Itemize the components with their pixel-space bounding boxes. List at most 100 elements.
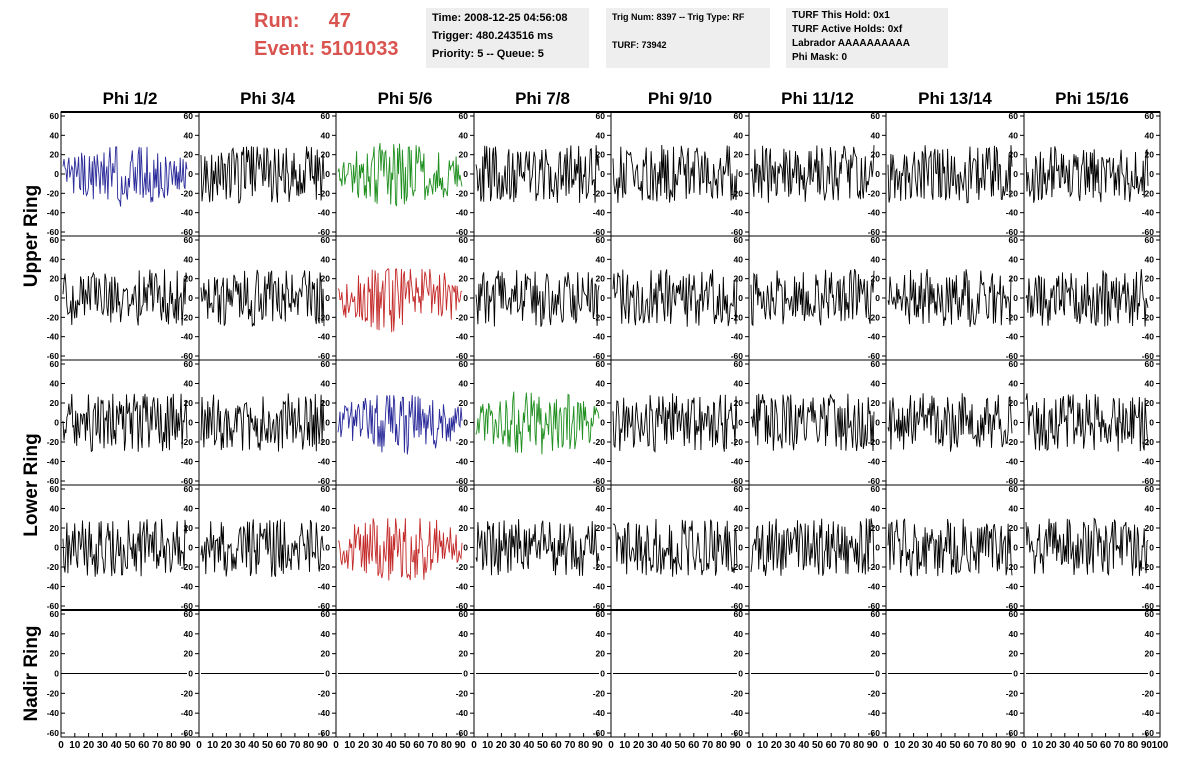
y-tick-label: 40 — [1145, 504, 1155, 514]
y-tick-label: 20 — [1145, 523, 1155, 533]
y-tick-label: 20 — [184, 649, 194, 659]
y-tick-label: 0 — [738, 669, 743, 679]
y-tick-label: -40 — [1006, 582, 1019, 592]
panel-frame — [748, 359, 887, 486]
x-tick-label: 0 — [746, 740, 752, 751]
waveform-trace-black — [1025, 517, 1149, 577]
panel-r3-c7: -60 -40 -20 0 20 40 60 — [885, 359, 1025, 486]
y-tick-label: -60 — [1142, 728, 1155, 738]
y-tick-label: 60 — [459, 359, 469, 369]
x-tick-label: 80 — [166, 740, 178, 751]
y-tick-label: -20 — [593, 437, 606, 447]
y-tick-label: -40 — [1142, 457, 1155, 467]
waveform-trace-black — [1025, 146, 1149, 203]
waveform-trace-red — [337, 268, 463, 333]
y-tick-label: 60 — [50, 359, 60, 369]
y-tick-label: 60 — [596, 609, 606, 619]
y-tick-label: -60 — [181, 227, 194, 237]
y-tick-label: 20 — [459, 649, 469, 659]
panel-r2-c5: -60 -40 -20 0 20 40 60 — [610, 235, 750, 361]
x-tick-label: 0 — [883, 740, 889, 751]
panel-r4-c2: -60 -40 -20 0 20 40 60 — [198, 484, 337, 611]
y-tick-label: 0 — [188, 293, 193, 303]
panel-r1-c3: -60 -40 -20 0 20 40 60 — [335, 111, 475, 237]
waveform-trace-black — [200, 146, 325, 204]
y-tick-label: -60 — [593, 351, 606, 361]
y-tick-label: -40 — [868, 208, 881, 218]
x-tick-label: 40 — [798, 740, 810, 751]
x-tick-label: 20 — [771, 740, 783, 751]
y-tick-label: 60 — [1145, 484, 1155, 494]
x-tick-label: 40 — [936, 740, 948, 751]
y-tick-label: 40 — [1145, 629, 1155, 639]
y-tick-label: -40 — [47, 708, 60, 718]
waveform-trace-black — [62, 393, 188, 453]
y-tick-label: -60 — [593, 476, 606, 486]
y-tick-label: -40 — [181, 208, 194, 218]
y-tick-label: -20 — [456, 562, 469, 572]
y-tick-label: -40 — [1142, 708, 1155, 718]
x-tick-label: 100 — [1152, 740, 1169, 751]
y-tick-label: -60 — [47, 728, 60, 738]
y-tick-label: 0 — [325, 543, 330, 553]
y-tick-label: 0 — [54, 169, 59, 179]
trig-info-box: Trig Num: 8397 -- Trig Type: RF TURF: 73… — [606, 8, 770, 68]
x-tick-label: 70 — [702, 740, 714, 751]
y-tick-label: -20 — [1006, 312, 1019, 322]
x-tick-label: 50 — [812, 740, 824, 751]
y-tick-label: -40 — [868, 582, 881, 592]
y-tick-label: 0 — [600, 293, 605, 303]
y-tick-label: -20 — [1006, 688, 1019, 698]
y-tick-label: -20 — [47, 562, 60, 572]
waveform-trace-green — [475, 391, 600, 455]
y-tick-label: -40 — [318, 708, 331, 718]
y-tick-label: 60 — [734, 235, 744, 245]
x-tick-label: 70 — [427, 740, 439, 751]
y-tick-label: -60 — [593, 601, 606, 611]
y-tick-label: 20 — [459, 150, 469, 160]
y-tick-label: 20 — [321, 274, 331, 284]
y-tick-label: -20 — [731, 312, 744, 322]
y-tick-label: 40 — [734, 130, 744, 140]
panel-r5-c6: -60 -40 -20 0 20 40 60 — [748, 609, 887, 738]
y-tick-label: 40 — [734, 504, 744, 514]
y-tick-label: 60 — [1145, 609, 1155, 619]
y-tick-label: -20 — [456, 312, 469, 322]
y-tick-label: 0 — [738, 543, 743, 553]
y-tick-label: 20 — [1009, 398, 1019, 408]
x-tick-label: 20 — [908, 740, 920, 751]
waveform-trace-black — [887, 269, 1013, 327]
y-tick-label: -20 — [868, 188, 881, 198]
waveform-trace-black — [475, 519, 600, 576]
y-tick-label: -20 — [181, 437, 194, 447]
x-tick-label: 60 — [1100, 740, 1112, 751]
panel-r2-c6: -60 -40 -20 0 20 40 60 — [748, 235, 887, 361]
x-tick-label: 0 — [1021, 740, 1027, 751]
y-tick-label: 0 — [1149, 669, 1154, 679]
y-tick-label: -60 — [1142, 601, 1155, 611]
y-tick-label: -20 — [1006, 562, 1019, 572]
waveform-trace-blue — [337, 395, 463, 455]
panel-r1-c2: -60 -40 -20 0 20 40 60 — [198, 111, 337, 237]
y-tick-label: -60 — [318, 601, 331, 611]
x-tick-label: 0 — [196, 740, 202, 751]
x-tick-label: 10 — [69, 740, 81, 751]
y-tick-label: -40 — [1142, 582, 1155, 592]
waveform-trace-black — [750, 518, 875, 576]
panel-r1-c6: -60 -40 -20 0 20 40 60 — [748, 111, 887, 237]
y-tick-label: 40 — [321, 504, 331, 514]
y-tick-label: 40 — [321, 629, 331, 639]
y-tick-label: 20 — [734, 649, 744, 659]
y-tick-label: 20 — [184, 150, 194, 160]
x-tick-label: 30 — [510, 740, 522, 751]
y-tick-label: 60 — [871, 359, 881, 369]
y-tick-label: 60 — [321, 235, 331, 245]
waveform-trace-black — [62, 518, 188, 577]
x-tick-label: 40 — [248, 740, 260, 751]
y-tick-label: -20 — [181, 312, 194, 322]
y-tick-label: -20 — [1142, 312, 1155, 322]
x-tick-label: 20 — [633, 740, 645, 751]
y-tick-label: 60 — [734, 609, 744, 619]
